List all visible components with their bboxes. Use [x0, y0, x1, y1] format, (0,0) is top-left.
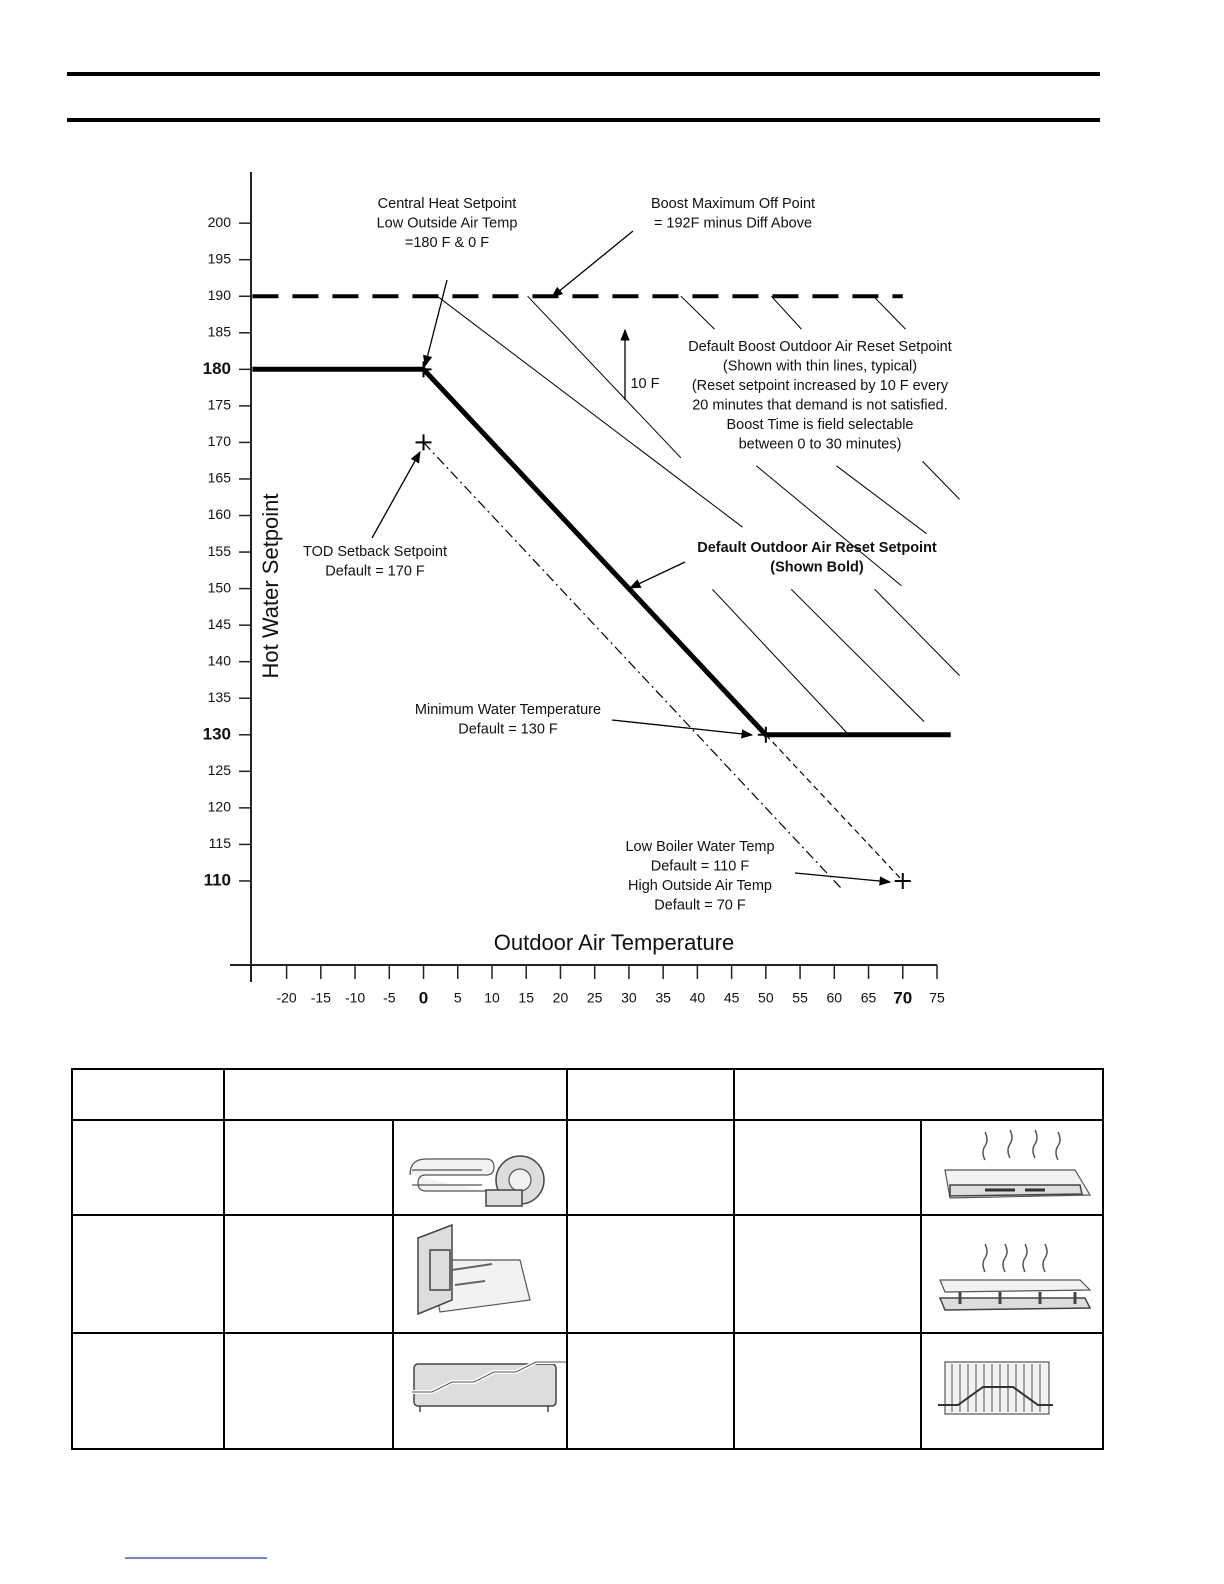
series-line	[252, 366, 951, 738]
annotation-text: = 192F minus Diff Above	[654, 215, 812, 231]
series-line	[436, 295, 960, 736]
y-tick-label: 115	[209, 835, 232, 851]
x-tick-label: 25	[587, 990, 603, 1006]
y-tick-label: 165	[208, 470, 232, 486]
annotation-text: 20 minutes that demand is not satisfied.	[692, 397, 948, 413]
y-tick-label: 155	[208, 543, 232, 559]
x-tick-label: -20	[276, 990, 296, 1006]
annotation-text: Default Outdoor Air Reset Setpoint	[697, 540, 937, 556]
annotation-arrow	[423, 279, 448, 368]
x-tick-label: 75	[929, 990, 945, 1006]
annotation-text: Default = 170 F	[325, 563, 425, 579]
setpoint-marker	[894, 872, 911, 889]
y-tick-label: 170	[208, 433, 232, 449]
radiant-slab-icon	[944, 1129, 1092, 1199]
y-tick-label: 135	[208, 689, 232, 705]
x-tick-label: 65	[861, 990, 877, 1006]
y-tick-label: 130	[203, 724, 231, 743]
annotation-text: Minimum Water Temperature	[415, 702, 601, 718]
y-tick-label: 160	[208, 506, 232, 522]
annotation-text: Central Heat Setpoint	[378, 196, 517, 212]
setpoint-marker	[757, 726, 774, 743]
panel-radiator-icon	[938, 1361, 1053, 1415]
annotation-arrow	[551, 230, 634, 298]
table	[71, 1068, 1104, 1450]
x-tick-label: 40	[690, 990, 706, 1006]
y-tick-label: 180	[203, 359, 231, 378]
y-tick-label: 195	[208, 250, 232, 266]
x-tick-label: 10	[484, 990, 500, 1006]
annotation-text: (Shown with thin lines, typical)	[723, 358, 917, 374]
x-tick-label: 55	[792, 990, 808, 1006]
x-tick-label: 35	[655, 990, 671, 1006]
x-tick-label: -15	[311, 990, 331, 1006]
x-tick-label: 5	[454, 990, 462, 1006]
annotation-text: between 0 to 30 minutes)	[739, 436, 902, 452]
annotation-text: Boost Maximum Off Point	[651, 196, 815, 212]
y-tick-label: 150	[208, 579, 232, 595]
y-tick-label: 200	[208, 214, 232, 230]
fan-coil-icon	[409, 1155, 545, 1207]
x-tick-label: 45	[724, 990, 740, 1006]
x-axis-label: Outdoor Air Temperature	[494, 930, 735, 955]
annotation-text: (Shown Bold)	[770, 559, 864, 575]
y-axis-label: Hot Water Setpoint	[258, 493, 283, 678]
y-tick-label: 110	[204, 870, 231, 889]
y-tick-label: 120	[208, 799, 232, 815]
annotation-text: Low Outside Air Temp	[377, 215, 518, 231]
annotation-text: Default Boost Outdoor Air Reset Setpoint	[688, 339, 952, 355]
annotation-text: 10 F	[630, 376, 659, 392]
annotation-text: (Reset setpoint increased by 10 F every	[692, 378, 949, 394]
x-tick-label: -10	[345, 990, 365, 1006]
chart: Outdoor Air Temperature Hot Water Setpoi…	[203, 172, 960, 1007]
y-tick-label: 140	[208, 652, 232, 668]
annotation-text: Low Boiler Water Temp	[625, 839, 774, 855]
series-line	[423, 441, 842, 889]
x-tick-label: 30	[621, 990, 637, 1006]
annotation-arrow	[611, 719, 754, 739]
annotation-text: Boost Time is field selectable	[727, 417, 914, 433]
x-tick-label: 60	[827, 990, 843, 1006]
series-line	[765, 734, 904, 882]
setpoint-marker	[415, 434, 432, 451]
annotation-text: Default = 110 F	[651, 858, 750, 874]
annotation-arrow	[371, 450, 421, 539]
annotation-text: Default = 130 F	[458, 721, 558, 737]
annotation-text: High Outside Air Temp	[628, 878, 772, 894]
x-tick-label: 50	[758, 990, 774, 1006]
x-tick-label: 15	[518, 990, 534, 1006]
annotation-arrow	[628, 561, 686, 589]
x-tick-label: 20	[553, 990, 569, 1006]
cabinet-heater-icon	[417, 1223, 531, 1316]
radiant-floor-icon	[938, 1243, 1092, 1311]
x-tick-label: 0	[419, 988, 428, 1007]
baseboard-icon	[412, 1360, 566, 1412]
y-tick-label: 175	[208, 397, 232, 413]
y-tick-label: 145	[208, 616, 232, 632]
y-tick-label: 125	[208, 762, 232, 778]
annotation-text: Default = 70 F	[654, 897, 746, 913]
y-tick-label: 185	[208, 323, 232, 339]
annotation-text: TOD Setback Setpoint	[303, 544, 447, 560]
annotation-arrow	[794, 872, 892, 886]
x-tick-label: -5	[383, 990, 396, 1006]
table-border	[71, 1068, 1104, 1450]
x-tick-label: 70	[893, 988, 912, 1007]
y-tick-label: 190	[208, 287, 232, 303]
annotation-text: =180 F & 0 F	[405, 235, 489, 251]
